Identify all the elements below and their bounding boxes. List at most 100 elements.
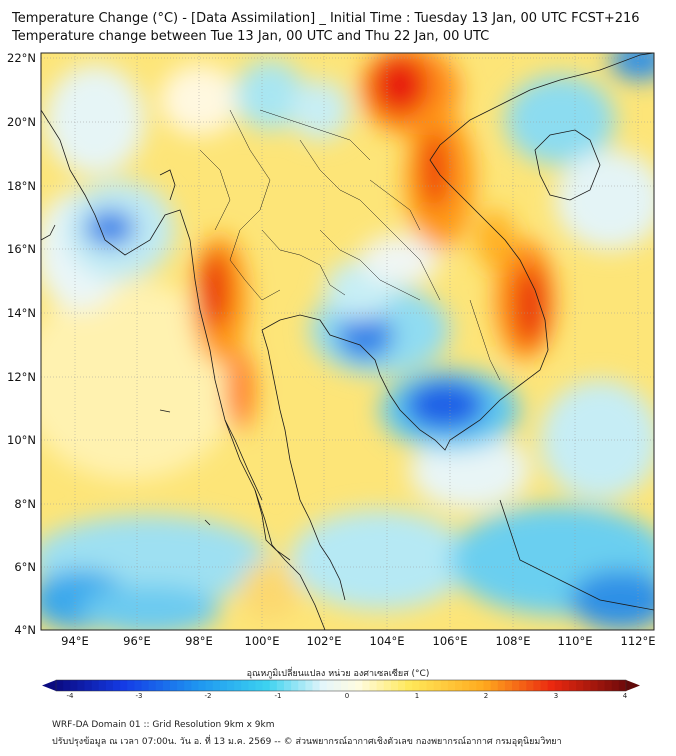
- colorbar-segment: [569, 680, 577, 691]
- colorbar-min-arrow: [42, 680, 56, 691]
- colorbar-segment: [519, 680, 527, 691]
- colorbar-segment: [576, 680, 584, 691]
- colorbar-segment: [512, 680, 520, 691]
- colorbar-segment: [77, 680, 85, 691]
- colorbar-segment: [412, 680, 420, 691]
- colorbar-segment: [390, 680, 399, 691]
- colorbar-segment: [547, 680, 556, 691]
- colorbar-segment: [170, 680, 178, 691]
- colorbar-segments: [56, 680, 627, 691]
- colorbar-segment: [483, 680, 492, 691]
- colorbar-tick: -4: [66, 692, 74, 700]
- colorbar-segment: [590, 680, 598, 691]
- colorbar-segment: [120, 680, 128, 691]
- lat-label: 20°N: [7, 115, 36, 129]
- lat-label: 8°N: [14, 497, 36, 511]
- lat-label: 4°N: [14, 623, 36, 637]
- colorbar-segment: [597, 680, 606, 691]
- colorbar-tick: -3: [135, 692, 143, 700]
- colorbar-segment: [611, 680, 620, 691]
- colorbar-segment: [262, 680, 271, 691]
- colorbar-segment: [70, 680, 78, 691]
- colorbar-max-arrow: [626, 680, 640, 691]
- colorbar-segment: [583, 680, 591, 691]
- colorbar-title: อุณหภูมิเปลี่ยนแปลง หน่วย องศาเซลเซียส (…: [246, 669, 430, 679]
- colorbar-segment: [248, 680, 256, 691]
- colorbar: [42, 679, 640, 692]
- colorbar-segment: [148, 680, 157, 691]
- lon-label: 110°E: [558, 634, 593, 648]
- plot-frame: [40, 52, 655, 631]
- colorbar-segment: [319, 680, 328, 691]
- colorbar-segment: [184, 680, 192, 691]
- colorbar-segment: [497, 680, 506, 691]
- colorbar-segment: [618, 680, 627, 691]
- colorbar-segment: [98, 680, 107, 691]
- colorbar-segment: [341, 680, 349, 691]
- temperature-field: [41, 53, 654, 630]
- lon-label: 94°E: [61, 634, 89, 648]
- map-subtitle: Temperature change between Tue 13 Jan, 0…: [12, 29, 490, 44]
- colorbar-segment: [63, 680, 71, 691]
- colorbar-segment: [604, 680, 613, 691]
- colorbar-segment: [219, 680, 228, 691]
- colorbar-segment: [113, 680, 121, 691]
- colorbar-segment: [291, 680, 299, 691]
- colorbar-segment: [490, 680, 499, 691]
- colorbar-tick: 1: [414, 692, 420, 700]
- colorbar-segment: [383, 680, 392, 691]
- colorbar-segment: [162, 680, 171, 691]
- colorbar-segment: [91, 680, 100, 691]
- lat-label: 16°N: [7, 242, 36, 256]
- colorbar-tick: 3: [553, 692, 559, 700]
- colorbar-segment: [284, 680, 292, 691]
- lon-label: 108°E: [496, 634, 531, 648]
- lat-label: 18°N: [7, 179, 36, 193]
- colorbar-segment: [369, 680, 378, 691]
- colorbar-segment: [462, 680, 470, 691]
- lon-label: 96°E: [123, 634, 151, 648]
- colorbar-segment: [155, 680, 164, 691]
- lon-label: 102°E: [307, 634, 342, 648]
- colorbar-segment: [469, 680, 477, 691]
- colorbar-segment: [540, 680, 549, 691]
- colorbar-segment: [476, 680, 484, 691]
- lat-label: 10°N: [7, 433, 36, 447]
- colorbar-segment: [504, 680, 513, 691]
- colorbar-segment: [205, 680, 214, 691]
- colorbar-tick: 0: [344, 692, 350, 700]
- lon-label: 98°E: [185, 634, 213, 648]
- colorbar-segment: [533, 680, 541, 691]
- colorbar-segment: [177, 680, 185, 691]
- colorbar-tick: 4: [622, 692, 628, 700]
- lon-label: 112°E: [621, 634, 656, 648]
- colorbar-segment: [212, 680, 221, 691]
- colorbar-segment: [241, 680, 249, 691]
- colorbar-segment: [362, 680, 370, 691]
- lat-label: 22°N: [7, 51, 36, 65]
- colorbar-segment: [141, 680, 150, 691]
- colorbar-tick: -1: [274, 692, 282, 700]
- model-info: WRF-DA Domain 01 :: Grid Resolution 9km …: [52, 720, 275, 730]
- colorbar-segment: [333, 680, 342, 691]
- colorbar-segment: [447, 680, 456, 691]
- lat-label: 12°N: [7, 370, 36, 384]
- colorbar-segment: [405, 680, 413, 691]
- colorbar-segment: [134, 680, 142, 691]
- colorbar-segment: [355, 680, 363, 691]
- graticule: [41, 53, 654, 630]
- colorbar-segment: [326, 680, 335, 691]
- colorbar-segment: [440, 680, 449, 691]
- colorbar-segment: [234, 680, 242, 691]
- colorbar-segment: [84, 680, 93, 691]
- colorbar-segment: [127, 680, 135, 691]
- provincial-borders: [199, 109, 501, 381]
- colorbar-segment: [105, 680, 114, 691]
- colorbar-tick: 2: [483, 692, 489, 700]
- map-title: Temperature Change (°C) - [Data Assimila…: [12, 11, 640, 26]
- colorbar-segment: [56, 680, 64, 691]
- colorbar-segment: [227, 680, 235, 691]
- colorbar-segment: [348, 680, 356, 691]
- lon-label: 100°E: [245, 634, 280, 648]
